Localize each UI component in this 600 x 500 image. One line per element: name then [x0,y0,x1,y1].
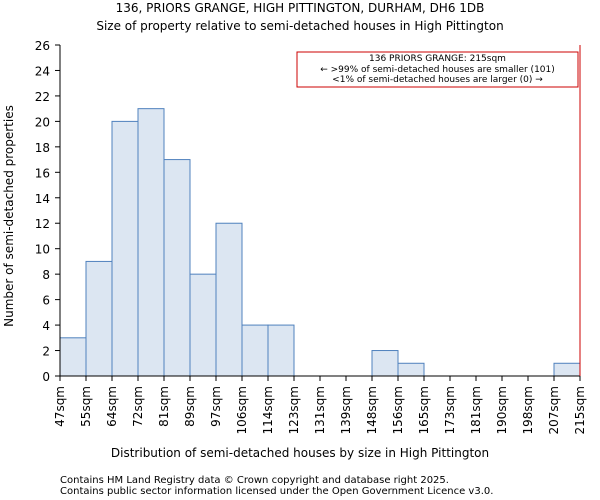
x-tick-label-114sqm: 114sqm [261,386,275,434]
bar-64sqm [111,120,139,377]
y-tick-label-4: 4 [42,319,50,333]
y-tick-label-14: 14 [35,192,50,206]
bar-156sqm [397,362,425,377]
bar-55sqm [85,260,113,377]
x-tick-label-72sqm: 72sqm [131,386,145,427]
bar-207sqm [553,362,581,377]
x-tick-label-190sqm: 190sqm [495,386,509,434]
annotation-box: 136 PRIORS GRANGE: 215sqm ← >99% of semi… [296,51,579,88]
bar-148sqm [371,350,399,377]
y-tick-label-0: 0 [42,370,50,384]
y-tick-label-8: 8 [42,268,50,282]
x-axis: 47sqm 55sqm 64sqm 72sqm 81sqm 89sqm 97sqm 106sq… [53,376,587,434]
chart-subtitle: Size of property relative to semi-detach… [96,19,503,33]
bars [59,108,581,377]
annotation-frame [296,51,579,88]
y-tick-label-16: 16 [35,166,50,180]
x-tick-label-64sqm: 64sqm [105,386,119,427]
bar-47sqm [59,337,87,377]
x-tick-label-148sqm: 148sqm [365,386,379,434]
y-tick-label-12: 12 [35,217,50,231]
bar-89sqm [189,273,217,377]
y-tick-label-2: 2 [42,345,50,359]
chart-title: 136, PRIORS GRANGE, HIGH PITTINGTON, DUR… [116,1,485,15]
x-tick-label-47sqm: 47sqm [53,386,67,427]
bar-81sqm [163,159,191,377]
y-axis-label: Number of semi-detached properties [2,105,16,327]
bar-106sqm [241,324,269,377]
x-axis-label: Distribution of semi-detached houses by … [111,446,489,460]
bar-72sqm [137,108,165,377]
x-tick-label-55sqm: 55sqm [79,386,93,427]
x-tick-label-123sqm: 123sqm [287,386,301,434]
x-tick-label-89sqm: 89sqm [183,386,197,427]
x-tick-label-131sqm: 131sqm [313,386,327,434]
x-tick-label-181sqm: 181sqm [469,386,483,434]
bar-97sqm [215,222,243,377]
x-tick-label-207sqm: 207sqm [547,386,561,434]
x-tick-label-198sqm: 198sqm [521,386,535,434]
footer-line-2: Contains public sector information licen… [60,486,493,497]
x-tick-label-173sqm: 173sqm [443,386,457,434]
y-tick-label-18: 18 [35,141,50,155]
annotation-line-3: <1% of semi-detached houses are larger (… [332,75,543,85]
y-tick-label-22: 22 [35,90,50,104]
x-tick-label-156sqm: 156sqm [391,386,405,434]
x-tick-label-215sqm: 215sqm [573,386,587,434]
footer-line-1: Contains HM Land Registry data © Crown c… [60,475,449,486]
y-tick-label-20: 20 [35,115,50,129]
y-tick-label-6: 6 [42,294,50,308]
annotation-line-2: ← >99% of semi-detached houses are small… [320,65,555,75]
y-tick-label-24: 24 [35,64,50,78]
annotation-line-1: 136 PRIORS GRANGE: 215sqm [369,54,506,64]
y-tick-label-10: 10 [35,243,50,257]
x-tick-label-81sqm: 81sqm [157,386,171,427]
x-tick-label-106sqm: 106sqm [235,386,249,434]
x-tick-label-139sqm: 139sqm [339,386,353,434]
x-tick-label-97sqm: 97sqm [209,386,223,427]
y-tick-label-26: 26 [35,39,50,53]
bar-114sqm [267,324,295,377]
x-tick-label-165sqm: 165sqm [417,386,431,434]
